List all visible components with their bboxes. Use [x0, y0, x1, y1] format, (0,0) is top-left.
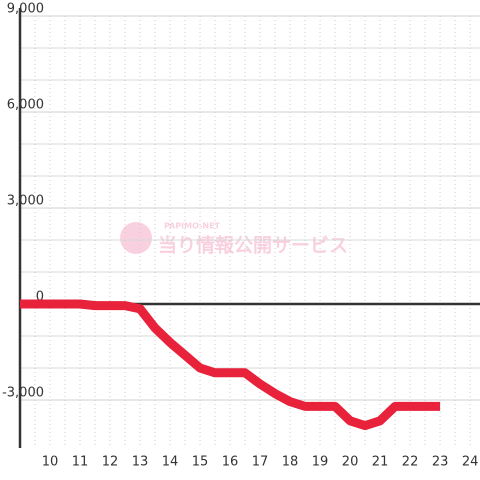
x-tick-label: 22: [402, 455, 419, 470]
x-tick-label: 20: [342, 455, 359, 470]
x-tick-label: 16: [222, 455, 239, 470]
x-tick-label: 19: [312, 455, 329, 470]
x-tick-label: 24: [462, 455, 479, 470]
watermark-text: 当り情報公開サービス: [158, 234, 348, 257]
x-tick-label: 17: [252, 455, 269, 470]
x-tick-label: 18: [282, 455, 299, 470]
x-tick-label: 15: [192, 455, 209, 470]
y-tick-label: 6,000: [7, 98, 44, 113]
watermark: PAPIMO-NET 当り情報公開サービス: [120, 222, 348, 257]
grid: [20, 15, 480, 448]
data-line: [20, 299, 441, 431]
x-tick-label: 10: [42, 455, 59, 470]
y-tick-label: 3,000: [7, 194, 44, 209]
y-tick-label: 9,000: [7, 2, 44, 17]
x-tick-label: 14: [162, 455, 179, 470]
watermark-brand: PAPIMO-NET: [164, 222, 221, 231]
x-tick-label: 13: [132, 455, 149, 470]
y-tick-label: 0: [36, 290, 44, 305]
x-tick-label: 21: [372, 455, 389, 470]
x-tick-label: 12: [102, 455, 119, 470]
watermark-logo: [120, 222, 152, 254]
x-tick-label: 11: [72, 455, 89, 470]
y-tick-label: -3,000: [2, 386, 44, 401]
x-tick-label: 23: [432, 455, 449, 470]
